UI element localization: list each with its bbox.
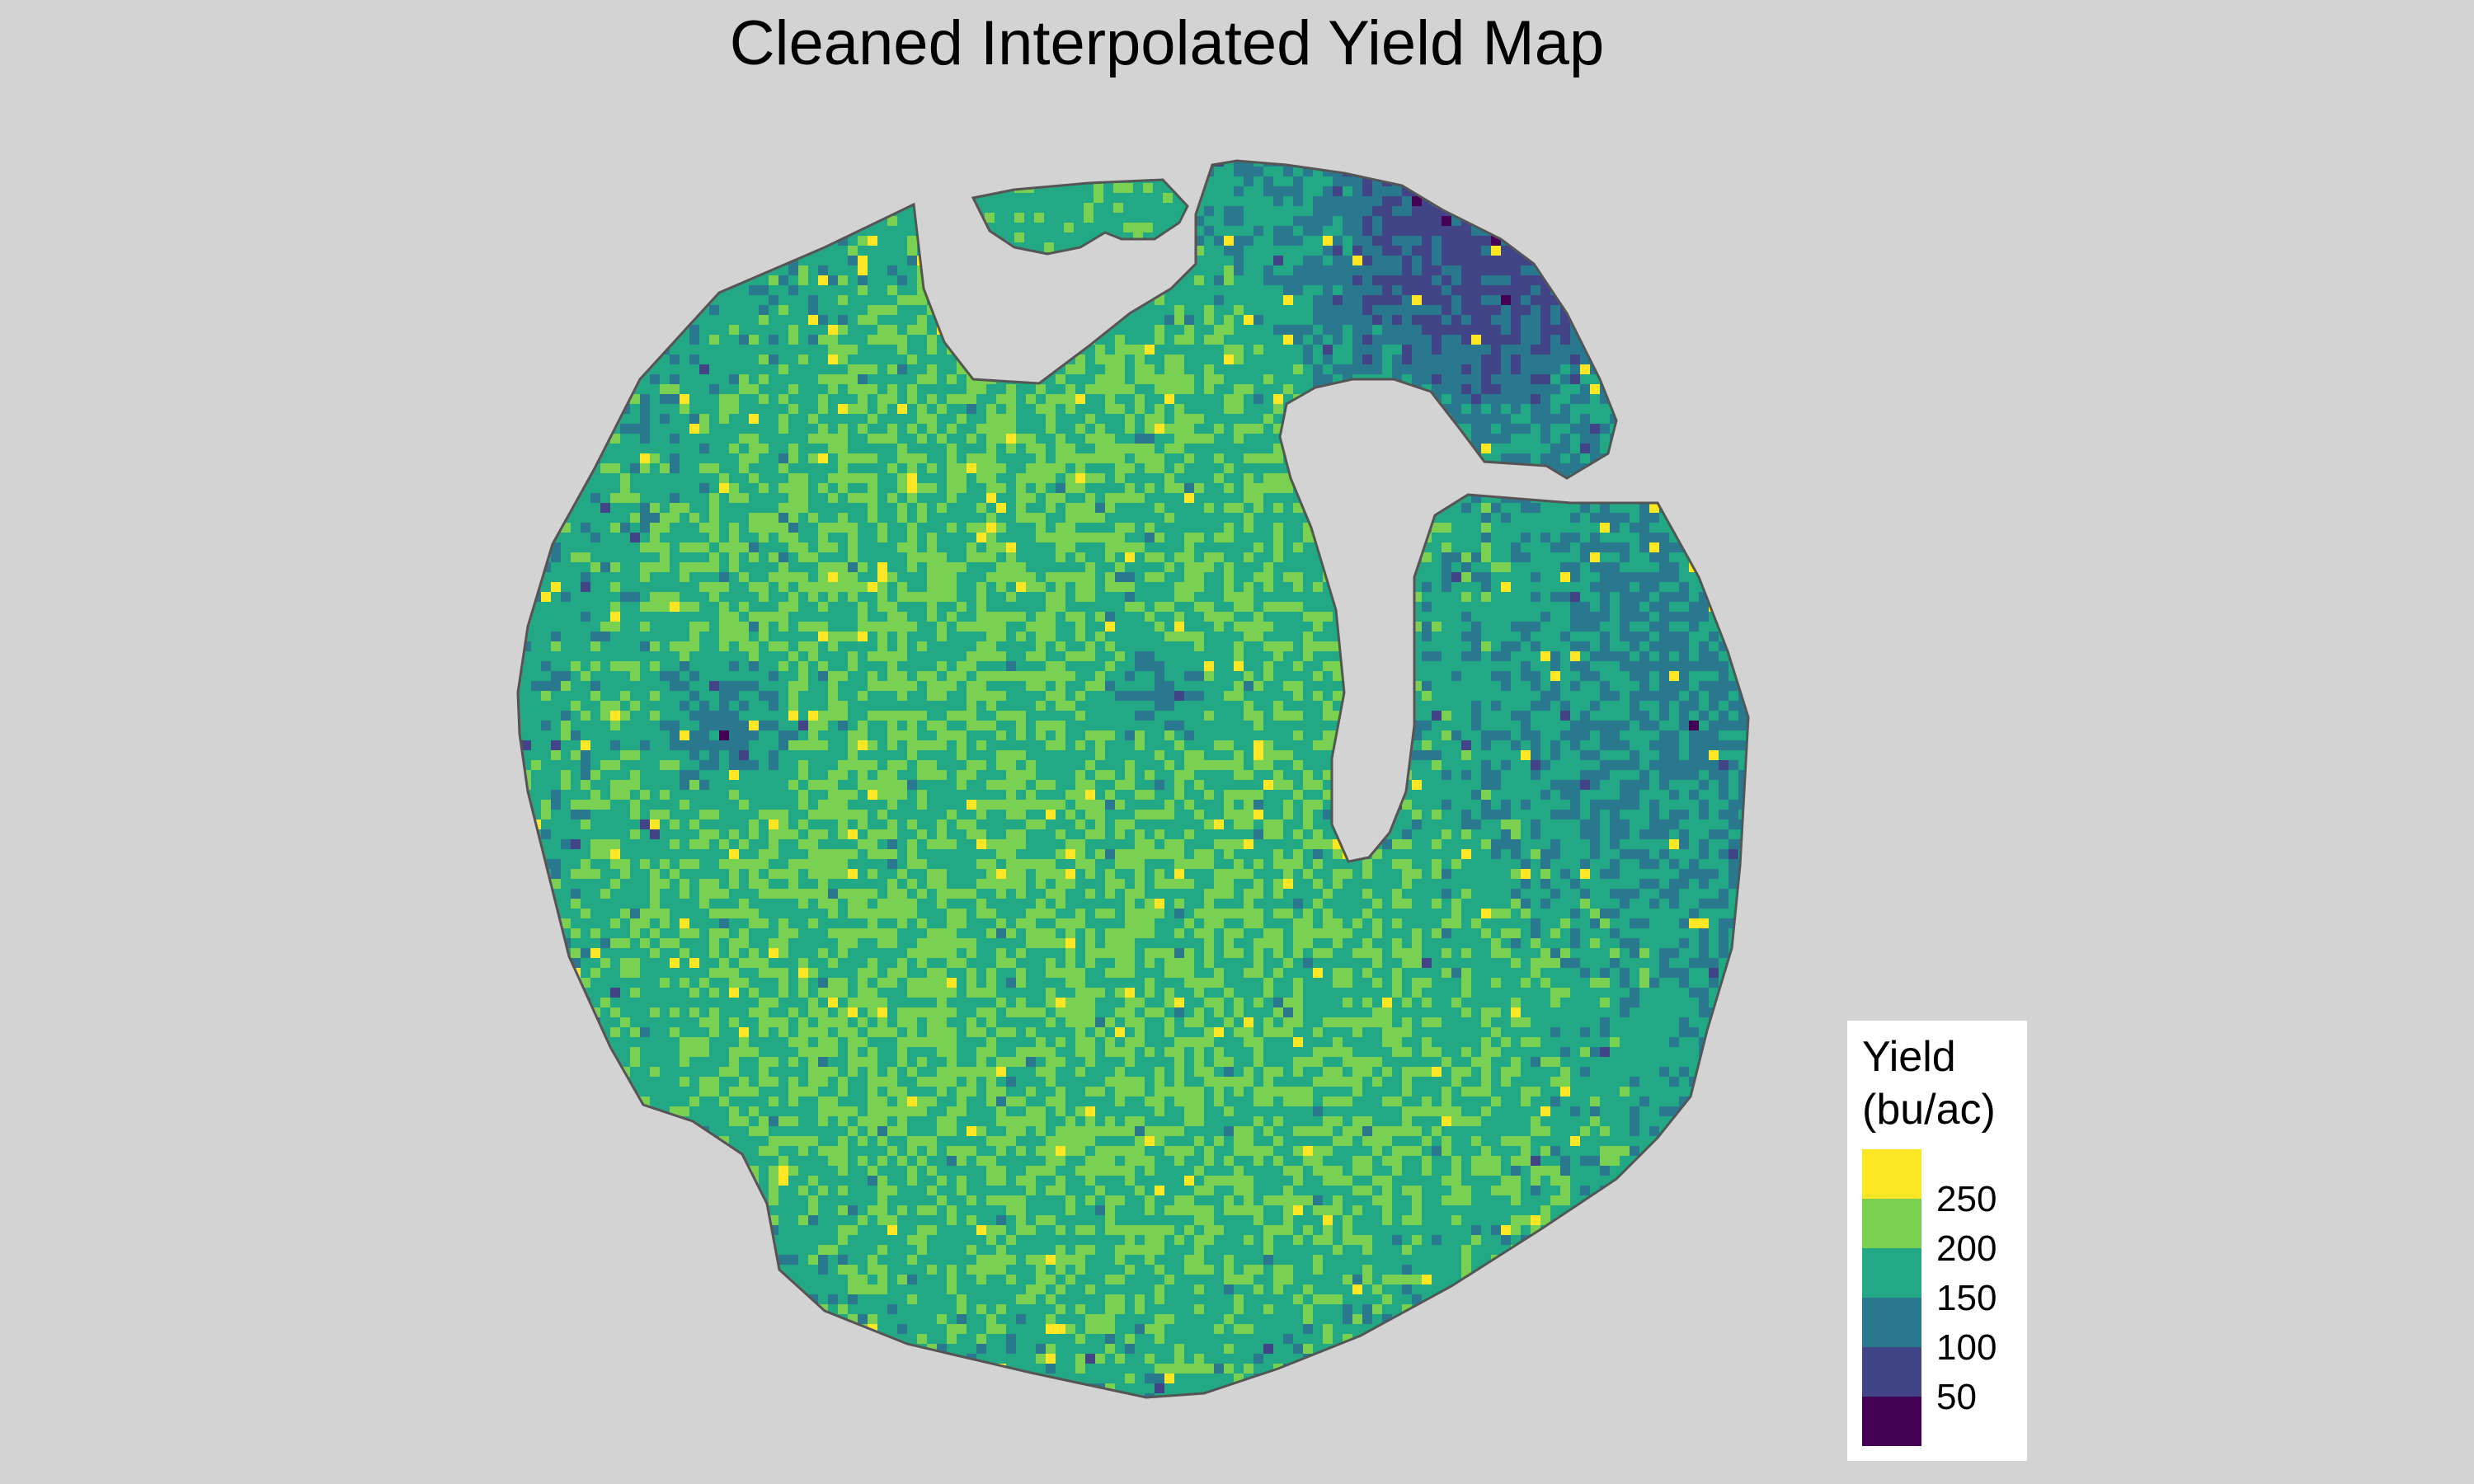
- legend-swatch-4: [1862, 1298, 1921, 1347]
- legend-label-100: 100: [1936, 1327, 1997, 1368]
- legend-swatch-1: [1862, 1149, 1921, 1199]
- yield-raster: [518, 161, 1748, 1397]
- legend-swatch-6: [1862, 1397, 1921, 1446]
- field-boundary: [516, 159, 1750, 1399]
- legend-label-50: 50: [1936, 1377, 1977, 1417]
- legend-swatch-5: [1862, 1347, 1921, 1397]
- page-title: Cleaned Interpolated Yield Map: [729, 8, 1605, 78]
- legend-label-200: 200: [1936, 1228, 1997, 1269]
- legend: Yield (bu/ac) 250 200 150 100 50: [1847, 1021, 2027, 1461]
- legend-swatch-2: [1862, 1199, 1921, 1248]
- yield-raster-lobe: [973, 180, 1188, 254]
- legend-label-150: 150: [1936, 1278, 1997, 1318]
- legend-title: Yield (bu/ac): [1862, 1031, 1996, 1136]
- legend-label-250: 250: [1936, 1179, 1997, 1219]
- legend-title-line1: Yield: [1862, 1033, 1956, 1081]
- legend-swatch-3: [1862, 1248, 1921, 1298]
- legend-title-line2: (bu/ac): [1862, 1086, 1996, 1134]
- field-boundary-lobe: [971, 178, 1189, 256]
